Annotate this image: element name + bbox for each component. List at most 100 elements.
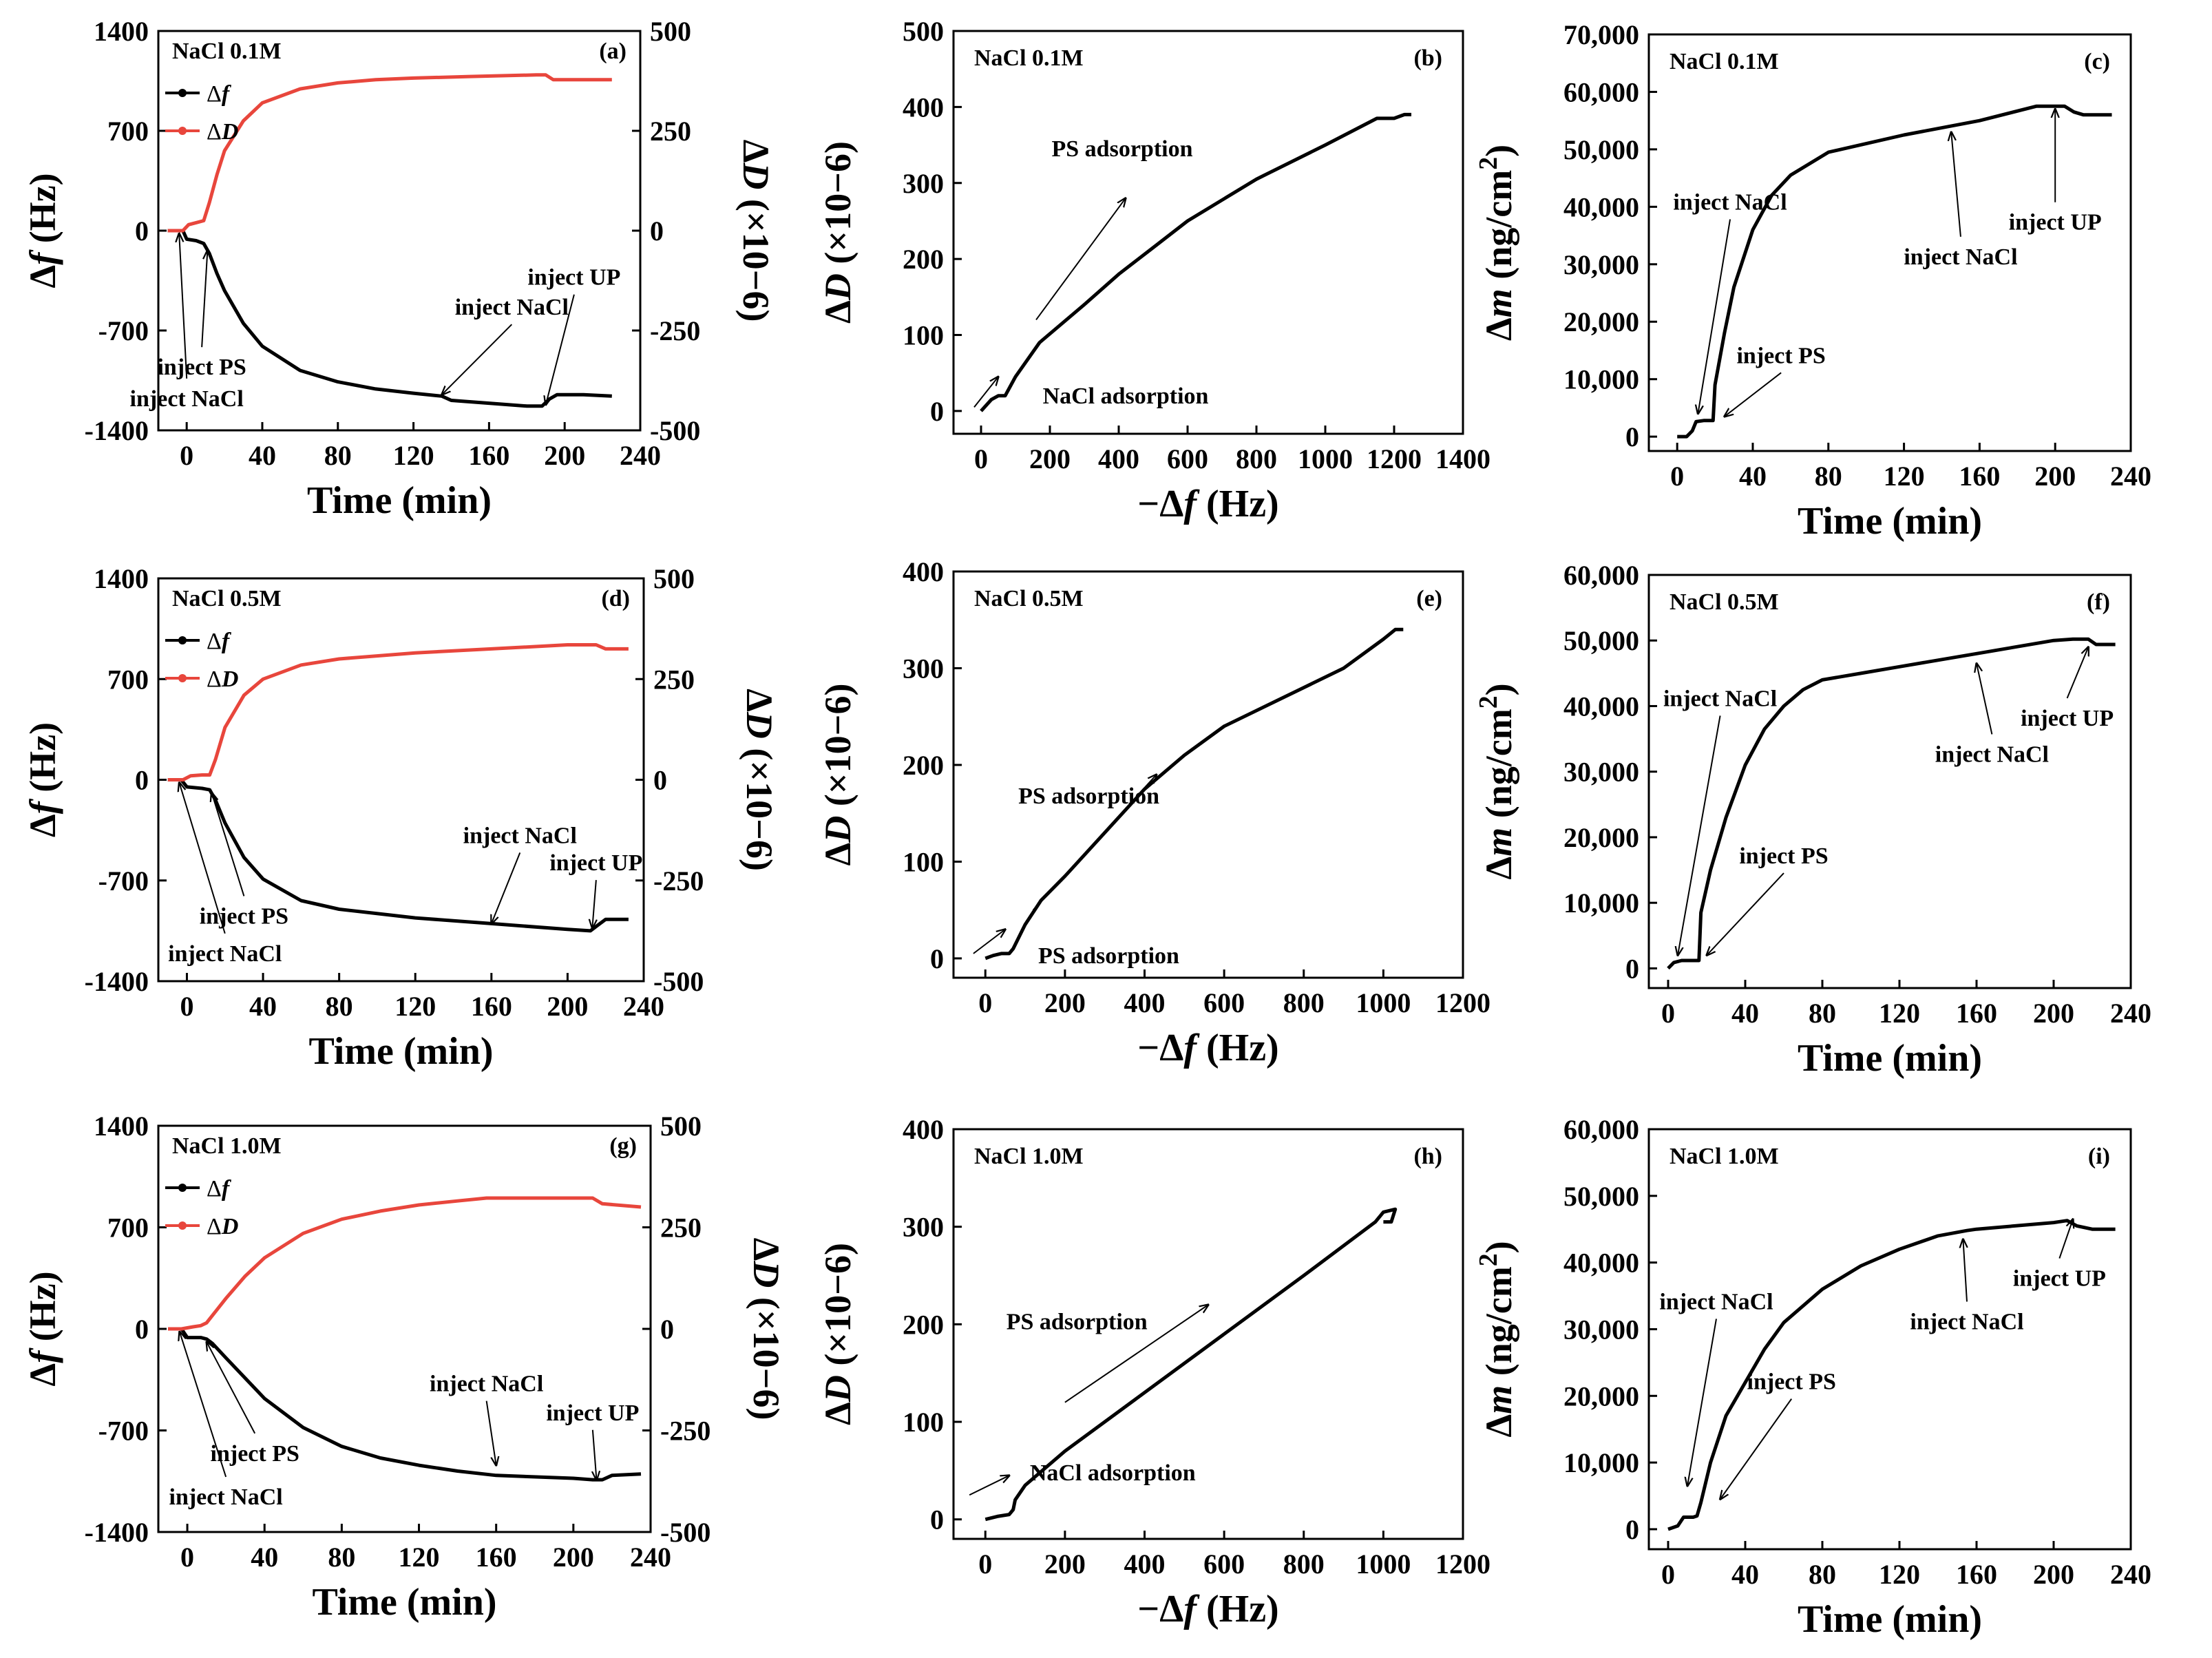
series-line-primary bbox=[980, 112, 1411, 412]
x-tick-label: 600 bbox=[1203, 987, 1245, 1018]
x-tick-label: 800 bbox=[1236, 443, 1277, 474]
y-tick-label: -700 bbox=[98, 1416, 149, 1447]
y2-tick-label: 250 bbox=[650, 116, 691, 147]
y2-tick-label: -250 bbox=[653, 865, 704, 896]
x-tick-label: 120 bbox=[399, 1542, 440, 1573]
x-tick-label: 80 bbox=[328, 1542, 355, 1573]
annotation-text: inject UP bbox=[527, 265, 620, 291]
annotation-text: inject UP bbox=[2013, 1266, 2106, 1292]
y-tick-label: 400 bbox=[903, 556, 944, 587]
x-axis-label: Time (min) bbox=[307, 479, 492, 522]
annotation-arrow bbox=[546, 294, 575, 405]
annotation-arrow bbox=[1035, 198, 1126, 321]
panel-label: (c) bbox=[2084, 49, 2110, 74]
annotation-arrow bbox=[592, 880, 596, 928]
y-tick-label: 0 bbox=[135, 216, 149, 246]
legend-marker bbox=[178, 674, 187, 682]
x-tick-label: 400 bbox=[1124, 987, 1166, 1018]
legend-entry: ΔD bbox=[207, 119, 238, 145]
condition-label: NaCl 0.1M bbox=[172, 39, 282, 64]
legend-marker bbox=[178, 1184, 187, 1192]
y-tick-label: 200 bbox=[903, 750, 944, 781]
annotation-arrow bbox=[180, 1332, 227, 1478]
plot-frame bbox=[157, 1124, 652, 1533]
x-tick-label: 200 bbox=[553, 1542, 594, 1573]
x-tick-label: 240 bbox=[2110, 461, 2151, 492]
annotation-text: inject UP bbox=[546, 1400, 639, 1426]
plot-frame bbox=[952, 1128, 1464, 1540]
x-axis-label: −Δf (Hz) bbox=[1137, 483, 1278, 525]
x-tick-label: 120 bbox=[1879, 998, 1920, 1029]
y-tick-label: -700 bbox=[98, 865, 149, 896]
y-axis-label: ΔD (×10−6) bbox=[817, 141, 859, 324]
annotation-text: PS adsorption bbox=[1007, 1309, 1148, 1334]
y-tick-label: 700 bbox=[107, 664, 149, 695]
x-axis-label: Time (min) bbox=[308, 1030, 493, 1073]
annotation-arrow bbox=[201, 251, 207, 348]
annotation-arrow bbox=[207, 1342, 256, 1434]
x-tick-label: 160 bbox=[1956, 1559, 1997, 1590]
y-tick-label: 10,000 bbox=[1563, 888, 1639, 919]
panel-label: (a) bbox=[599, 39, 626, 64]
series-line-primary bbox=[1667, 1219, 2116, 1531]
x-tick-label: 1200 bbox=[1367, 443, 1422, 474]
y-tick-label: 20,000 bbox=[1563, 822, 1639, 853]
condition-label: NaCl 1.0M bbox=[172, 1133, 282, 1159]
annotation-text: inject UP bbox=[549, 850, 642, 876]
annotation-text: NaCl adsorption bbox=[1030, 1460, 1196, 1486]
annotation-arrow bbox=[973, 377, 998, 408]
x-tick-label: 0 bbox=[1661, 998, 1675, 1029]
series-line-primary bbox=[984, 1207, 1398, 1522]
annotation-arrow bbox=[1687, 1319, 1717, 1486]
y-tick-label: 1400 bbox=[94, 563, 149, 594]
y2-tick-label: 0 bbox=[650, 216, 664, 246]
chart-panel-i: 0 40 80 120 160 200 240 0 10,000 20,000 30,000 40,0… bbox=[1474, 1114, 2151, 1641]
y-tick-label: 200 bbox=[903, 244, 944, 275]
x-tick-label: 600 bbox=[1203, 1549, 1245, 1580]
y-tick-label: 100 bbox=[903, 846, 944, 877]
legend-marker bbox=[178, 127, 187, 135]
y-tick-label: 300 bbox=[903, 168, 944, 199]
annotation-arrow bbox=[1707, 872, 1784, 955]
x-tick-label: 0 bbox=[180, 991, 193, 1022]
annotation-arrow bbox=[1951, 132, 1961, 237]
x-tick-label: 0 bbox=[1661, 1559, 1675, 1590]
annotation-text: inject NaCl bbox=[455, 295, 569, 320]
y-tick-label: 0 bbox=[1625, 953, 1639, 984]
annotation-text: inject PS bbox=[157, 355, 246, 380]
annotation-text: inject NaCl bbox=[463, 823, 577, 848]
x-tick-label: 200 bbox=[2033, 998, 2074, 1029]
y-axis-label: ΔD (×10−6) bbox=[817, 1243, 859, 1425]
y-tick-label: 20,000 bbox=[1563, 1381, 1639, 1412]
x-axis-label: −Δf (Hz) bbox=[1137, 1588, 1278, 1630]
y-tick-label: 50,000 bbox=[1563, 625, 1639, 656]
annotation-arrow bbox=[593, 1429, 597, 1480]
y2-tick-label: 0 bbox=[660, 1314, 674, 1345]
x-tick-label: 120 bbox=[1879, 1559, 1920, 1590]
y-axis-label: Δm (ng/cm2) bbox=[1474, 683, 1519, 879]
y-tick-label: 30,000 bbox=[1563, 249, 1639, 280]
annotation-arrow bbox=[1698, 219, 1731, 414]
annotation-arrow bbox=[1963, 1239, 1967, 1302]
chart-panel-g: 0 40 80 120 160 200 240 -1400 -700 0 700 1400 -500 -2… bbox=[22, 1111, 787, 1624]
annotation-arrow bbox=[211, 793, 245, 896]
y-tick-label: 500 bbox=[903, 16, 944, 47]
series-line-dissipation bbox=[167, 73, 612, 233]
y-tick-label: 10,000 bbox=[1563, 364, 1639, 395]
condition-label: NaCl 0.5M bbox=[172, 586, 282, 611]
y-tick-label: 100 bbox=[903, 320, 944, 351]
x-tick-label: 1000 bbox=[1298, 443, 1353, 474]
panel-label: (e) bbox=[1416, 586, 1442, 611]
y2-tick-label: -500 bbox=[650, 415, 700, 446]
annotation-arrow bbox=[442, 324, 513, 395]
panel-label: (f) bbox=[2087, 589, 2110, 615]
chart-panel-d: 0 40 80 120 160 200 240 -1400 -700 0 700 1400 -500 -2… bbox=[22, 563, 780, 1073]
y-axis-label: Δm (ng/cm2) bbox=[1474, 1241, 1519, 1437]
y-tick-label: 1400 bbox=[94, 16, 149, 47]
panel-label: (i) bbox=[2088, 1144, 2110, 1169]
x-tick-label: 1000 bbox=[1356, 987, 1411, 1018]
y-tick-label: 40,000 bbox=[1563, 691, 1639, 722]
series-line-primary bbox=[1667, 637, 2116, 970]
legend-entry: Δf bbox=[207, 1176, 232, 1201]
